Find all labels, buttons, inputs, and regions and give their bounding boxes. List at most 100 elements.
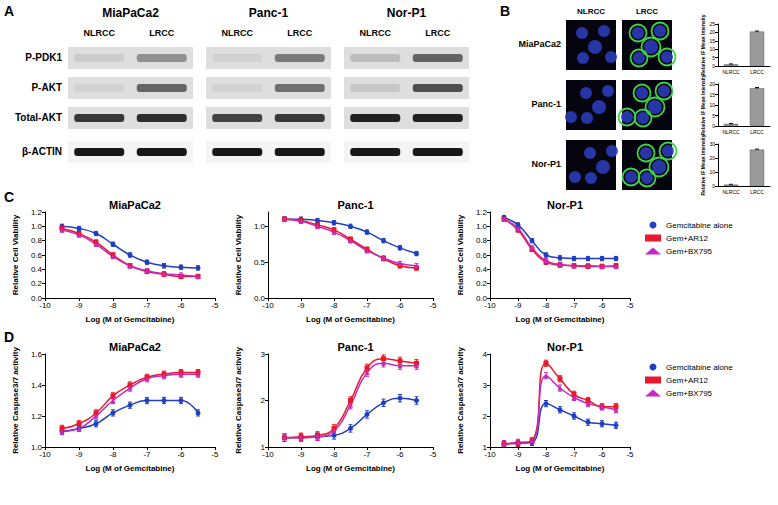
svg-text:-5: -5: [211, 450, 219, 459]
svg-text:-6: -6: [598, 450, 606, 459]
svg-text:-8: -8: [109, 301, 117, 310]
svg-text:-5: -5: [626, 301, 634, 310]
svg-text:Gem+BX795: Gem+BX795: [666, 389, 713, 398]
svg-text:LRCC: LRCC: [425, 28, 450, 38]
svg-text:0: 0: [712, 63, 715, 69]
svg-text:Relative IF Mean Intensity: Relative IF Mean Intensity: [700, 74, 706, 135]
svg-text:Nor-P1: Nor-P1: [531, 159, 561, 169]
svg-text:MiaPaCa2: MiaPaCa2: [109, 341, 161, 353]
svg-text:-9: -9: [514, 301, 522, 310]
svg-text:-9: -9: [297, 450, 305, 459]
svg-text:Relative IF Mean Intensity: Relative IF Mean Intensity: [700, 14, 706, 75]
svg-text:-8: -8: [330, 450, 338, 459]
svg-text:-9: -9: [514, 450, 522, 459]
svg-text:0.6: 0.6: [476, 251, 488, 260]
svg-text:Relative Caspase3/7 activity: Relative Caspase3/7 activity: [234, 347, 243, 454]
svg-text:1.0: 1.0: [31, 222, 43, 231]
svg-text:0: 0: [712, 183, 715, 189]
svg-text:-6: -6: [177, 301, 185, 310]
svg-text:-7: -7: [363, 301, 371, 310]
svg-text:NLRCC: NLRCC: [222, 28, 254, 38]
svg-text:1.0: 1.0: [254, 222, 266, 231]
svg-text:15: 15: [709, 38, 715, 44]
svg-text:-7: -7: [570, 301, 578, 310]
svg-text:-8: -8: [542, 301, 550, 310]
svg-text:Panc-1: Panc-1: [337, 341, 373, 353]
svg-text:Gemcitabine alone: Gemcitabine alone: [666, 363, 733, 372]
svg-text:-10: -10: [39, 301, 51, 310]
svg-text:-6: -6: [396, 301, 404, 310]
svg-text:10: 10: [709, 46, 715, 52]
svg-text:-8: -8: [109, 450, 117, 459]
svg-text:NLRCC: NLRCC: [722, 69, 740, 75]
svg-text:NLRCC: NLRCC: [577, 7, 605, 16]
svg-text:0.4: 0.4: [31, 265, 43, 274]
svg-text:Total-AKT: Total-AKT: [15, 112, 62, 123]
svg-text:LRCC: LRCC: [636, 7, 658, 16]
svg-text:10: 10: [709, 169, 715, 175]
svg-text:Gem+BX795: Gem+BX795: [666, 247, 713, 256]
svg-text:-6: -6: [177, 450, 185, 459]
svg-text:Relative Caspase3/7 activity: Relative Caspase3/7 activity: [11, 347, 20, 454]
svg-text:Panc-1: Panc-1: [249, 6, 289, 20]
svg-text:NLRCC: NLRCC: [360, 28, 392, 38]
svg-text:-7: -7: [143, 450, 151, 459]
svg-text:MiaPaCa2: MiaPaCa2: [109, 199, 161, 211]
svg-text:0.2: 0.2: [31, 279, 43, 288]
svg-text:Nor-P1: Nor-P1: [387, 6, 427, 20]
svg-text:P-AKT: P-AKT: [31, 82, 62, 93]
svg-text:-10: -10: [484, 450, 496, 459]
svg-text:20: 20: [709, 155, 715, 161]
svg-text:Relative IF Mean Intensity: Relative IF Mean Intensity: [700, 134, 706, 195]
svg-text:D: D: [4, 329, 14, 345]
svg-text:Relative Cell Viability: Relative Cell Viability: [234, 214, 243, 295]
svg-text:-9: -9: [75, 450, 83, 459]
svg-text:4: 4: [483, 350, 488, 359]
svg-text:-5: -5: [211, 301, 219, 310]
svg-text:0.5: 0.5: [254, 258, 266, 267]
svg-text:-5: -5: [429, 301, 437, 310]
svg-text:-10: -10: [39, 450, 51, 459]
svg-text:Gem+AR12: Gem+AR12: [666, 376, 709, 385]
svg-text:0.8: 0.8: [31, 236, 43, 245]
svg-text:1.2: 1.2: [31, 208, 43, 217]
svg-text:-5: -5: [429, 450, 437, 459]
svg-text:LRCC: LRCC: [287, 28, 312, 38]
svg-text:2: 2: [261, 396, 266, 405]
svg-text:-9: -9: [297, 301, 305, 310]
svg-text:LRCC: LRCC: [149, 28, 174, 38]
svg-text:Log (M of Gemcitabine): Log (M of Gemcitabine): [516, 315, 605, 324]
svg-text:Gemcitabine alone: Gemcitabine alone: [666, 221, 733, 230]
svg-text:LRCC: LRCC: [750, 129, 764, 135]
svg-text:1.2: 1.2: [31, 412, 43, 421]
svg-text:Log (M of Gemcitabine): Log (M of Gemcitabine): [516, 464, 605, 473]
svg-text:β-ACTIN: β-ACTIN: [22, 146, 62, 157]
svg-text:-10: -10: [484, 301, 496, 310]
svg-text:0.8: 0.8: [476, 236, 488, 245]
svg-text:-7: -7: [143, 301, 151, 310]
svg-text:3: 3: [261, 350, 266, 359]
svg-text:3: 3: [483, 381, 488, 390]
svg-text:-6: -6: [396, 450, 404, 459]
svg-text:-10: -10: [262, 301, 274, 310]
svg-text:1.4: 1.4: [31, 381, 43, 390]
svg-text:Gem+AR12: Gem+AR12: [666, 234, 709, 243]
svg-text:-5: -5: [626, 450, 634, 459]
svg-text:30: 30: [709, 141, 715, 147]
svg-text:25: 25: [709, 21, 715, 27]
svg-text:10: 10: [709, 102, 715, 108]
svg-text:Panc-1: Panc-1: [531, 99, 561, 109]
svg-text:NLRCC: NLRCC: [722, 129, 740, 135]
svg-text:B: B: [500, 3, 510, 19]
svg-text:-8: -8: [330, 301, 338, 310]
svg-text:Panc-1: Panc-1: [337, 199, 373, 211]
svg-text:20: 20: [709, 81, 715, 87]
svg-text:-7: -7: [363, 450, 371, 459]
svg-text:Log (M of Gemcitabine): Log (M of Gemcitabine): [86, 464, 175, 473]
svg-text:20: 20: [709, 29, 715, 35]
svg-text:1.2: 1.2: [476, 208, 488, 217]
svg-text:-10: -10: [262, 450, 274, 459]
svg-text:Nor-P1: Nor-P1: [547, 341, 583, 353]
svg-text:Log (M of Gemcitabine): Log (M of Gemcitabine): [86, 315, 175, 324]
svg-text:NLRCC: NLRCC: [84, 28, 116, 38]
